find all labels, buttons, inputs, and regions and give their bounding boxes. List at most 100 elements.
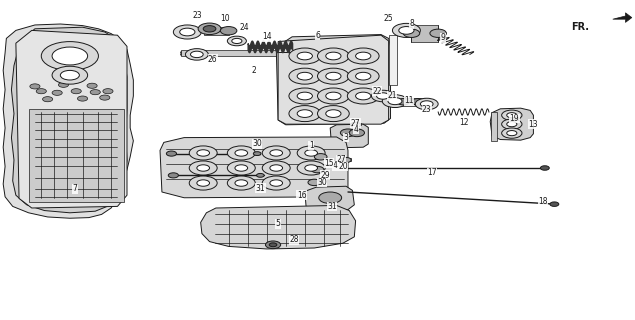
Text: 10: 10 [220,14,231,23]
Circle shape [502,110,522,120]
Circle shape [507,113,517,118]
Polygon shape [330,124,368,148]
Polygon shape [278,35,389,124]
Circle shape [262,161,290,175]
Circle shape [351,122,361,127]
Polygon shape [343,158,351,161]
Circle shape [507,122,517,127]
Circle shape [103,89,113,94]
Circle shape [403,29,420,37]
Circle shape [305,165,318,171]
Circle shape [262,176,290,190]
Circle shape [227,161,255,175]
Circle shape [377,93,389,99]
Text: 13: 13 [528,120,538,129]
Text: 27: 27 [351,119,361,128]
Circle shape [319,192,342,204]
Circle shape [382,95,408,108]
Circle shape [356,72,371,80]
Polygon shape [16,30,127,208]
Text: 11: 11 [404,96,413,105]
Text: 2: 2 [251,66,257,75]
Text: 29: 29 [320,171,330,180]
Circle shape [257,173,264,177]
Circle shape [52,90,62,95]
Circle shape [235,150,248,156]
Polygon shape [490,108,533,140]
Polygon shape [3,24,133,218]
Circle shape [318,88,349,104]
Circle shape [347,68,379,84]
Circle shape [197,150,210,156]
Circle shape [397,99,410,105]
Polygon shape [411,25,438,42]
Polygon shape [395,98,425,106]
Circle shape [540,166,549,170]
Circle shape [90,90,100,95]
Circle shape [60,70,79,80]
Circle shape [371,90,394,102]
Circle shape [411,99,424,105]
Circle shape [326,92,341,100]
Circle shape [314,154,327,160]
Text: 1: 1 [309,141,314,150]
Text: 18: 18 [538,197,547,206]
Text: 30: 30 [252,140,262,148]
Circle shape [430,29,446,37]
Circle shape [189,161,217,175]
Circle shape [262,146,290,160]
Text: 9: 9 [441,33,446,42]
Circle shape [270,150,283,156]
Circle shape [270,180,283,186]
Polygon shape [204,27,229,35]
Text: 5: 5 [276,220,281,228]
Circle shape [227,36,246,46]
Circle shape [326,110,341,117]
Text: FR.: FR. [572,22,589,32]
Circle shape [185,49,208,60]
Text: 26: 26 [208,55,218,64]
Circle shape [340,129,356,137]
Circle shape [189,176,217,190]
Circle shape [311,166,324,173]
Text: 25: 25 [384,14,394,23]
Text: 23: 23 [422,105,432,114]
Circle shape [41,42,98,70]
Polygon shape [160,137,348,198]
Text: 4: 4 [354,125,359,134]
Circle shape [392,23,420,37]
Circle shape [356,52,371,60]
Polygon shape [305,186,354,211]
Text: 6: 6 [315,31,320,40]
Circle shape [507,131,517,136]
Text: 8: 8 [409,20,414,28]
Circle shape [265,241,281,249]
Circle shape [349,129,364,137]
Circle shape [415,98,438,110]
Circle shape [189,146,217,160]
Text: 4: 4 [333,161,338,170]
Circle shape [297,146,325,160]
Circle shape [318,106,349,122]
Text: 23: 23 [192,11,202,20]
Circle shape [77,96,88,101]
Circle shape [227,146,255,160]
Polygon shape [29,109,124,202]
Circle shape [289,106,321,122]
Circle shape [308,179,321,186]
Circle shape [220,27,237,35]
Circle shape [289,48,321,64]
Text: 30: 30 [317,178,327,187]
Circle shape [227,176,255,190]
Text: 7: 7 [72,184,77,193]
Text: 19: 19 [509,114,519,123]
Circle shape [297,72,312,80]
Circle shape [341,157,351,163]
Polygon shape [491,112,497,141]
Text: 12: 12 [459,118,468,127]
Circle shape [270,165,283,171]
Circle shape [232,38,242,44]
Circle shape [289,68,321,84]
Text: 20: 20 [338,162,348,171]
Polygon shape [352,123,361,125]
